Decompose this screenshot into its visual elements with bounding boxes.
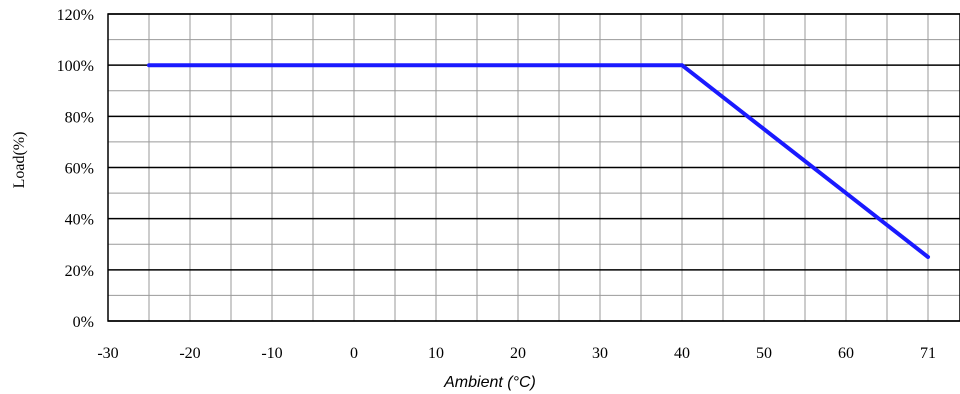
- plot-frame: [107, 13, 960, 322]
- y-axis-label: Load(%): [11, 132, 28, 189]
- y-tick-label: 20%: [65, 263, 94, 280]
- x-tick-label: 30: [592, 345, 608, 362]
- load-derating-line: [147, 63, 930, 259]
- tick-labels: 0% 20% 40% 60% 80% 100% 120% -30 -20 -10 0 10 20 30 40…: [57, 7, 936, 362]
- y-tick-label: 40%: [65, 212, 94, 229]
- x-tick-label: -30: [97, 345, 118, 362]
- x-tick-label: 10: [428, 345, 444, 362]
- x-tick-label: 71: [920, 345, 936, 362]
- y-tick-label: 60%: [65, 161, 94, 178]
- y-tick-label: 80%: [65, 109, 94, 126]
- x-tick-label: 40: [674, 345, 690, 362]
- y-tick-label: 120%: [57, 7, 94, 24]
- x-tick-label: 60: [838, 345, 854, 362]
- y-tick-label: 100%: [57, 58, 94, 75]
- x-tick-label: 0: [350, 345, 358, 362]
- series-lines: [147, 63, 930, 259]
- grid-lines: [107, 13, 960, 322]
- x-tick-label: -10: [261, 345, 282, 362]
- x-axis-label: Ambient (°C): [443, 374, 536, 391]
- x-tick-label: -20: [179, 345, 200, 362]
- y-tick-label: 0%: [73, 314, 94, 331]
- x-tick-label: 50: [756, 345, 772, 362]
- x-tick-label: 20: [510, 345, 526, 362]
